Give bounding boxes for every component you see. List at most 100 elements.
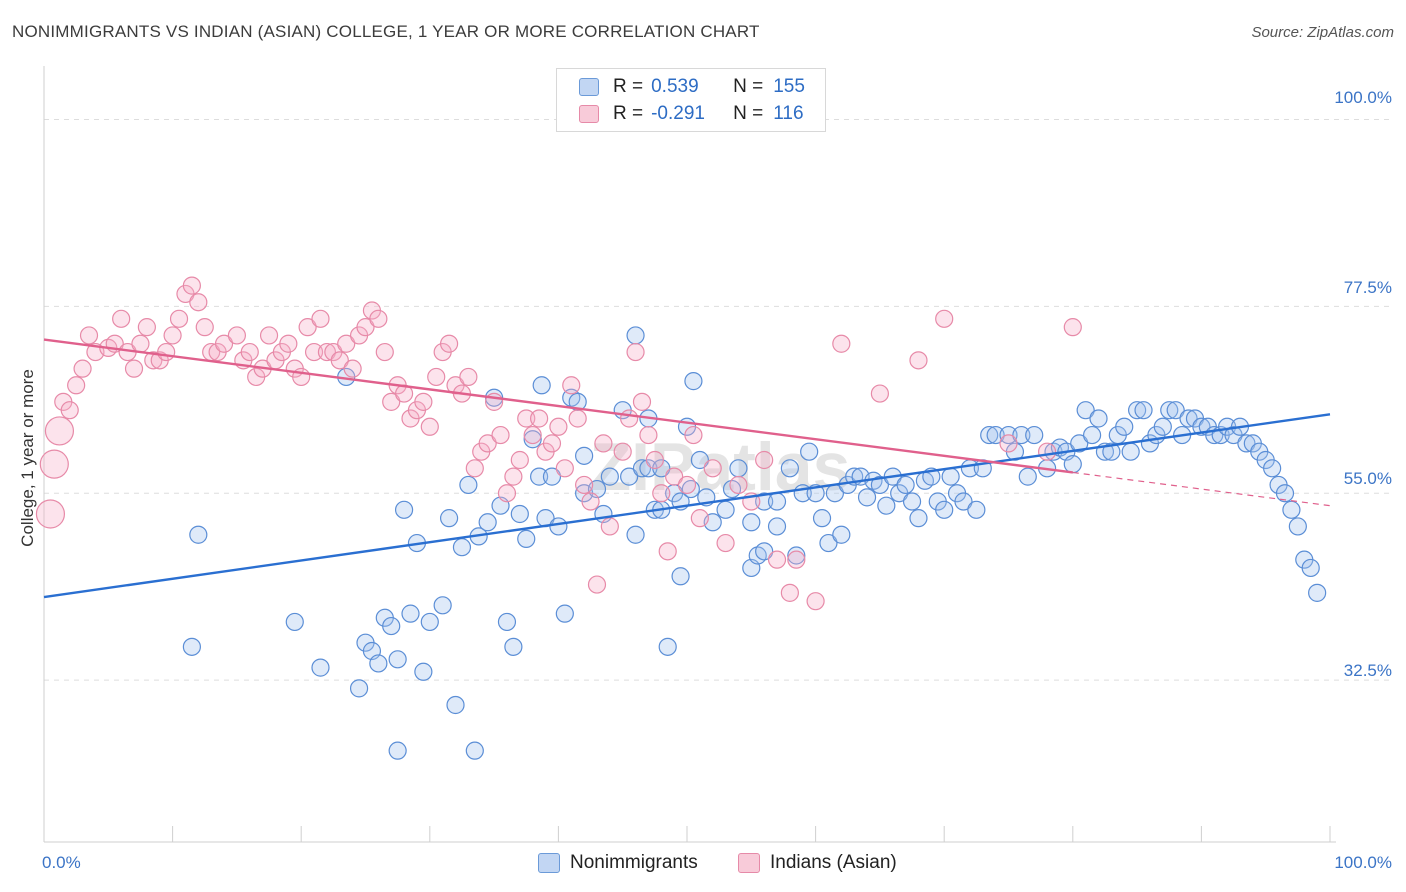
point-nonimmigrants <box>729 459 748 478</box>
point-indians <box>44 416 75 446</box>
point-indians <box>337 334 356 353</box>
point-indians <box>568 409 587 428</box>
point-nonimmigrants <box>504 637 523 656</box>
point-indians <box>690 509 709 528</box>
point-indians <box>665 467 684 486</box>
point-nonimmigrants <box>446 695 465 715</box>
point-indians <box>311 309 330 328</box>
point-nonimmigrants <box>1018 467 1037 486</box>
point-nonimmigrants <box>401 604 420 623</box>
point-indians <box>575 475 594 495</box>
point-nonimmigrants <box>986 425 1005 445</box>
point-nonimmigrants <box>1166 401 1185 420</box>
point-nonimmigrants <box>1063 455 1082 474</box>
point-indians <box>414 392 433 411</box>
point-indians <box>73 359 92 378</box>
legend-r-value: 0.539 <box>651 76 699 97</box>
bottom-legend-nonimmigrants[interactable]: Nonimmigrants <box>538 852 698 874</box>
point-indians <box>632 392 652 411</box>
point-indians <box>356 318 375 337</box>
correlation-legend: R = 0.539 N = 155 R = -0.291 N = 116 <box>556 68 826 132</box>
trendline-indians <box>43 338 1073 474</box>
point-nonimmigrants <box>941 467 960 486</box>
point-nonimmigrants <box>510 504 529 524</box>
point-indians <box>131 334 150 353</box>
point-nonimmigrants <box>742 513 761 532</box>
y-tick-55: 55.0% <box>1343 469 1392 488</box>
point-indians <box>581 492 600 511</box>
point-indians <box>478 434 497 453</box>
point-indians <box>870 384 890 403</box>
legend-n-value: 155 <box>773 76 805 97</box>
point-indians <box>510 450 529 470</box>
point-indians <box>304 342 324 362</box>
legend-swatch-blue <box>579 78 599 96</box>
point-indians <box>39 449 69 479</box>
point-nonimmigrants <box>632 459 652 478</box>
y-tick-32-5: 32.5% <box>1343 661 1392 680</box>
point-nonimmigrants <box>755 542 774 561</box>
point-nonimmigrants <box>433 596 452 615</box>
point-indians <box>439 334 459 353</box>
point-nonimmigrants <box>857 488 877 507</box>
point-indians <box>504 467 523 486</box>
chart-title: NONIMMIGRANTS VS INDIAN (ASIAN) COLLEGE,… <box>12 22 760 41</box>
point-nonimmigrants <box>877 496 896 515</box>
point-nonimmigrants <box>819 533 838 553</box>
point-indians <box>600 517 619 536</box>
point-nonimmigrants <box>1076 401 1095 420</box>
point-nonimmigrants <box>1288 517 1307 536</box>
y-tick-77-5: 77.5% <box>1343 278 1392 297</box>
point-indians <box>787 550 806 569</box>
point-nonimmigrants <box>542 467 562 486</box>
point-indians <box>780 583 799 602</box>
point-nonimmigrants <box>954 492 973 511</box>
point-indians <box>909 351 928 370</box>
point-nonimmigrants <box>478 513 497 532</box>
point-indians <box>459 367 478 387</box>
point-indians <box>613 442 632 461</box>
point-nonimmigrants <box>394 500 414 519</box>
point-nonimmigrants <box>439 509 459 528</box>
point-indians <box>1037 442 1057 461</box>
point-indians <box>491 425 510 445</box>
point-indians <box>79 326 99 345</box>
point-nonimmigrants <box>1089 409 1108 428</box>
point-indians <box>137 318 156 337</box>
bottom-legend-indians[interactable]: Indians (Asian) <box>738 852 897 874</box>
point-nonimmigrants <box>626 525 645 544</box>
point-indians <box>330 351 349 370</box>
point-nonimmigrants <box>909 509 928 528</box>
point-nonimmigrants <box>1179 409 1198 428</box>
source-credit[interactable]: Source: ZipAtlas.com <box>1251 24 1394 41</box>
point-indians <box>555 459 574 478</box>
point-nonimmigrants <box>1121 442 1140 461</box>
point-nonimmigrants <box>870 475 890 495</box>
point-indians <box>375 342 394 362</box>
legend-label-indians: Indians (Asian) <box>770 852 897 873</box>
point-indians <box>189 293 208 312</box>
point-indians <box>620 409 639 428</box>
point-nonimmigrants <box>1025 425 1044 445</box>
point-nonimmigrants <box>420 612 439 632</box>
point-indians <box>240 342 259 362</box>
point-indians <box>259 326 279 345</box>
point-nonimmigrants <box>414 662 433 681</box>
point-indians <box>163 326 182 345</box>
point-indians <box>626 342 645 362</box>
legend-n-value: 116 <box>773 103 804 124</box>
point-nonimmigrants <box>902 492 922 511</box>
point-indians <box>645 450 664 470</box>
point-indians <box>832 334 851 353</box>
point-nonimmigrants <box>600 467 619 486</box>
legend-n-label: N = <box>733 76 764 97</box>
point-nonimmigrants <box>285 612 304 632</box>
trendline-nonimmigrants <box>43 413 1331 599</box>
point-indians <box>343 359 362 378</box>
point-nonimmigrants <box>369 654 388 673</box>
legend-r-label: R = <box>613 103 644 124</box>
point-nonimmigrants <box>349 679 369 698</box>
point-nonimmigrants <box>690 450 709 470</box>
point-nonimmigrants <box>549 517 568 536</box>
x-tick-max: 100.0% <box>1334 853 1392 872</box>
